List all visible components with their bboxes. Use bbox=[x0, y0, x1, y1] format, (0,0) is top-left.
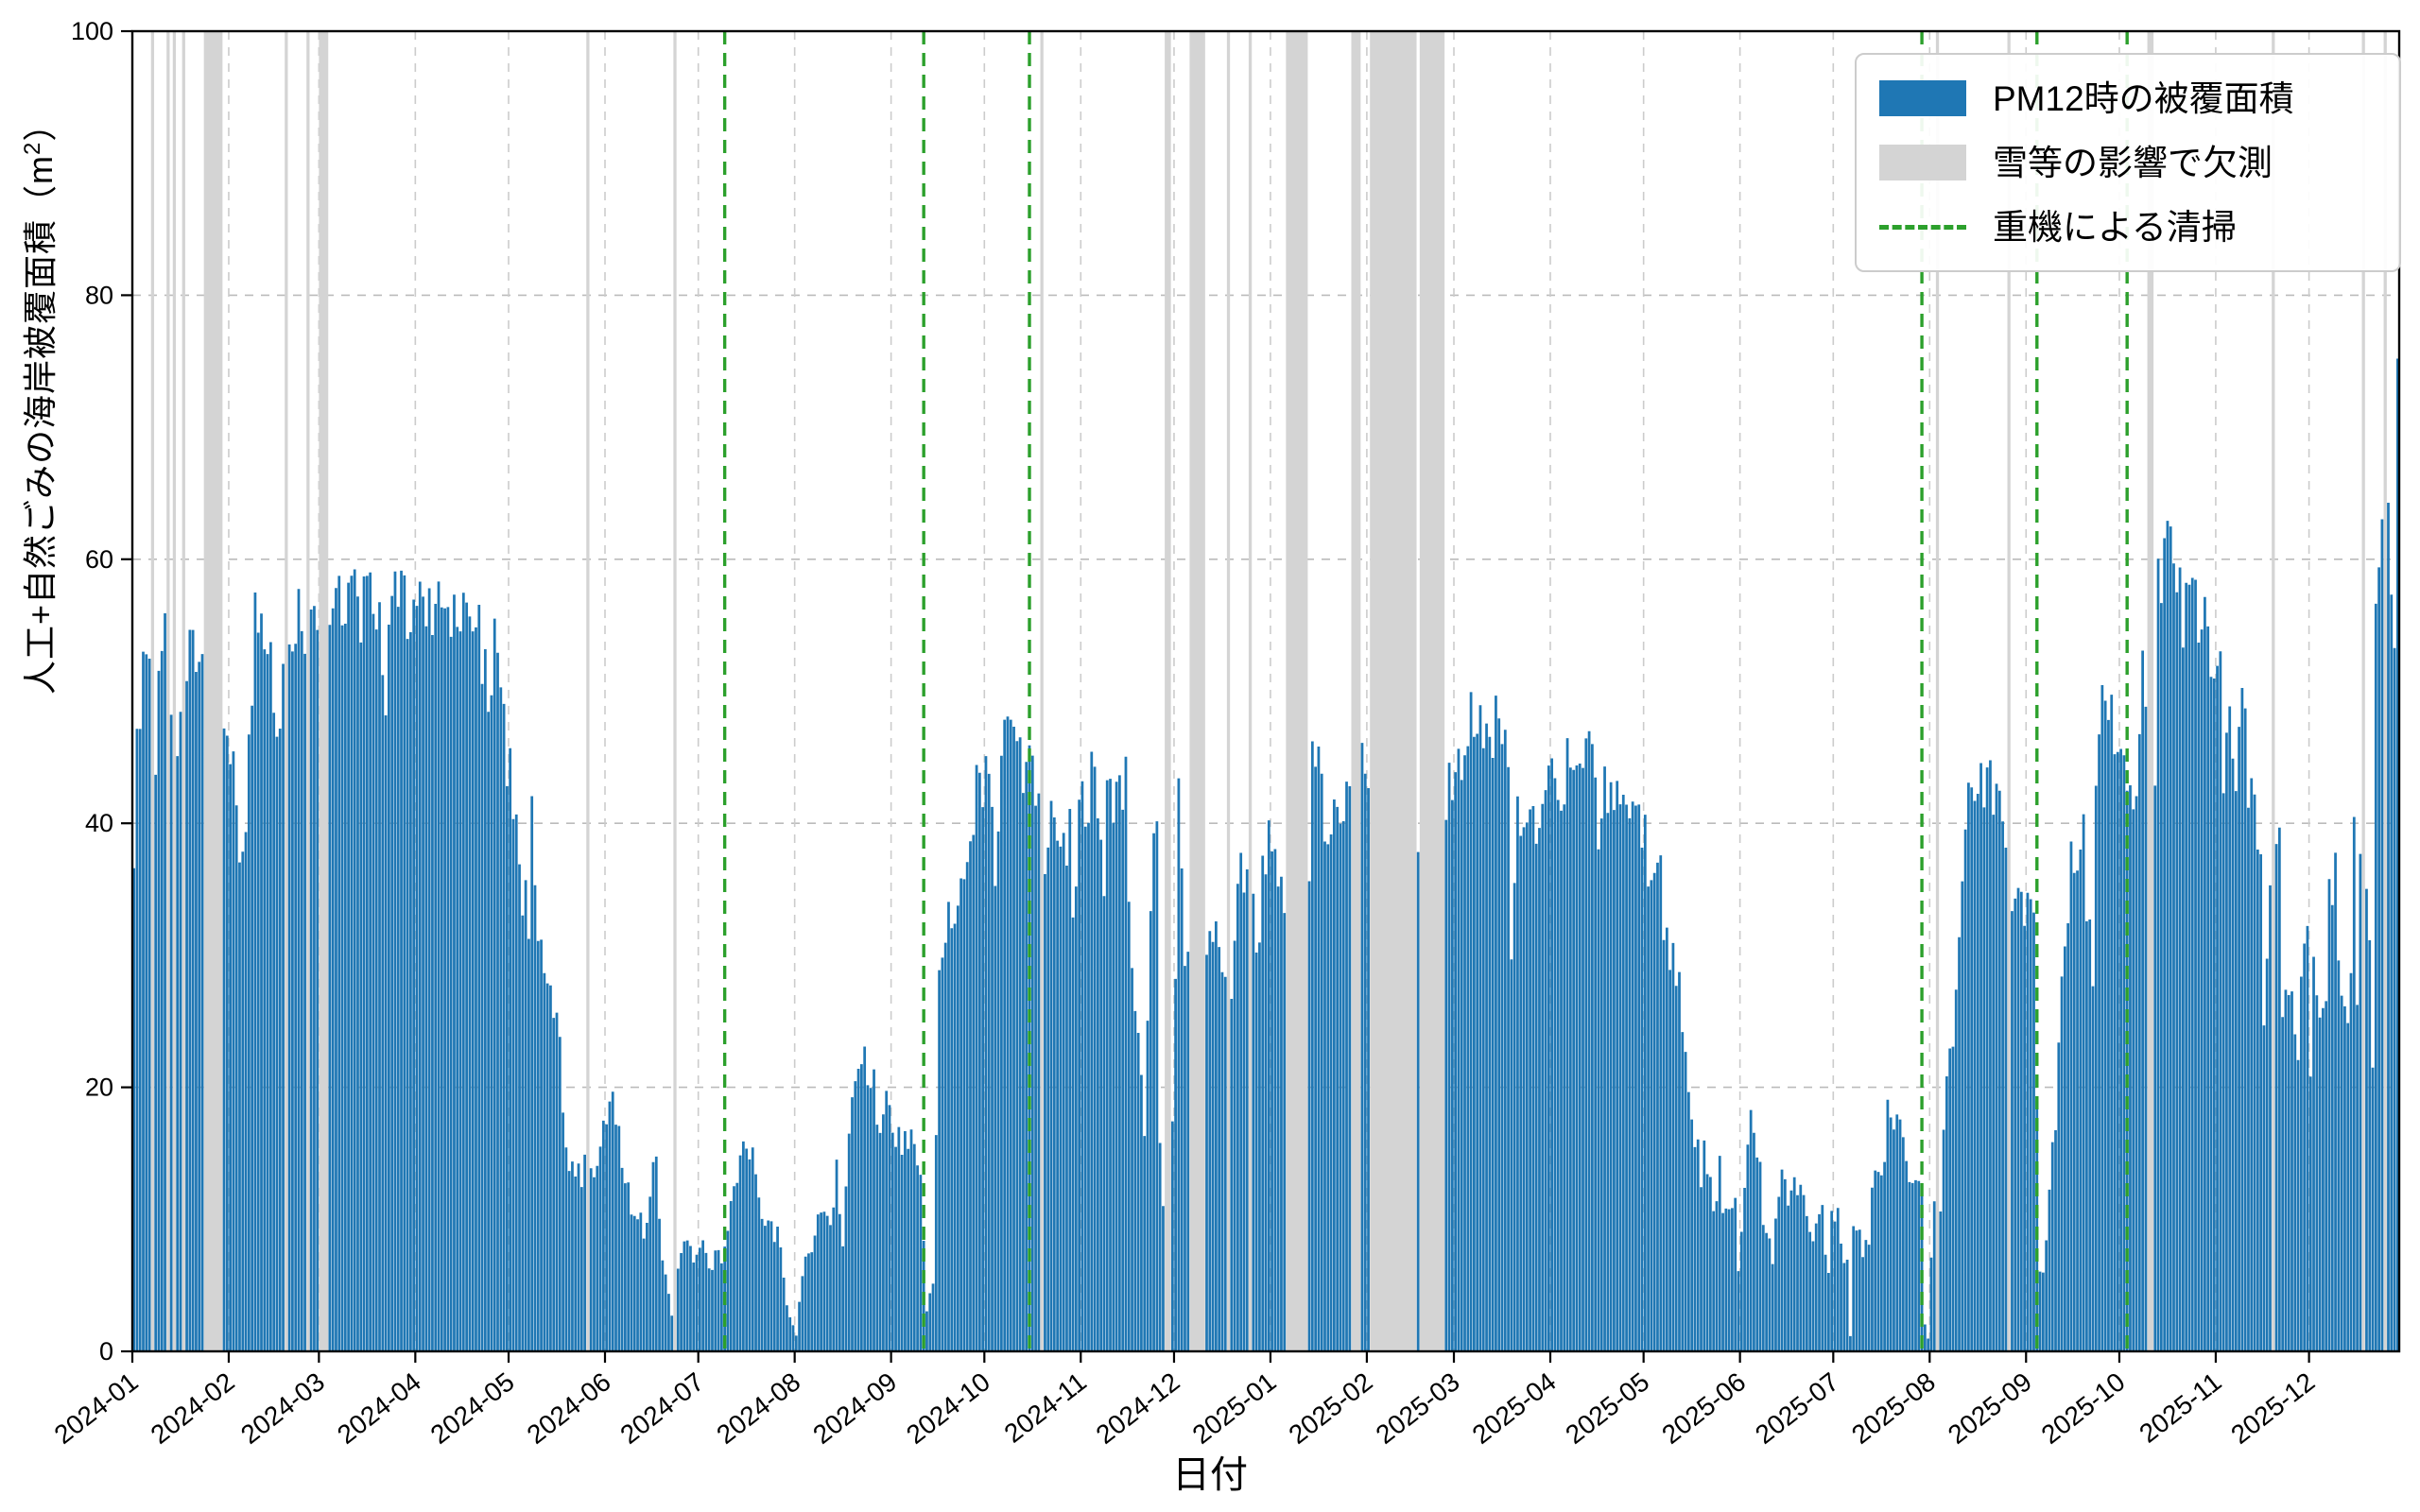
missing-span bbox=[1226, 31, 1231, 1351]
x-tick-label: 2025-06 bbox=[1656, 1366, 1751, 1450]
legend-label-missing: 雪等の影響で欠測 bbox=[1993, 143, 2273, 182]
missing-span bbox=[2383, 31, 2387, 1351]
x-tick-label: 2025-09 bbox=[1943, 1366, 2037, 1450]
x-tick-label: 2024-07 bbox=[614, 1366, 709, 1450]
missing-span bbox=[306, 31, 310, 1351]
x-tick-label: 2024-09 bbox=[807, 1366, 902, 1450]
x-tick-label: 2025-11 bbox=[2134, 1366, 2226, 1448]
legend-label-cleaning: 重機による清掃 bbox=[1993, 207, 2237, 247]
x-tick-label: 2024-11 bbox=[999, 1366, 1092, 1448]
missing-span bbox=[1189, 31, 1205, 1351]
x-tick-label: 2024-12 bbox=[1091, 1366, 1185, 1450]
x-tick-label: 2024-06 bbox=[522, 1366, 616, 1450]
missing-span bbox=[1935, 31, 1940, 1351]
missing-span bbox=[2361, 31, 2365, 1351]
missing-span bbox=[182, 31, 185, 1351]
x-tick-label: 2025-04 bbox=[1467, 1366, 1562, 1450]
x-tick-label: 2025-08 bbox=[1846, 1366, 1941, 1450]
x-tick-label: 2025-07 bbox=[1750, 1366, 1844, 1450]
dashed-line-swatch-icon bbox=[1879, 224, 1966, 230]
x-tick-label: 2024-10 bbox=[901, 1366, 995, 1450]
y-axis-ticks: 0 20 40 60 80 100 bbox=[71, 17, 132, 1366]
y-tick-label: 40 bbox=[85, 809, 113, 837]
missing-swatch-icon bbox=[1879, 145, 1966, 180]
bar-swatch-icon bbox=[1879, 80, 1966, 116]
y-axis-label: 人工+自然ごみの海岸被覆面積（m2） bbox=[20, 106, 60, 695]
missing-span bbox=[1165, 31, 1171, 1351]
legend-item-coverage: PM12時の被覆面積 bbox=[1879, 72, 2377, 125]
missing-span bbox=[285, 31, 288, 1351]
legend: PM12時の被覆面積 雪等の影響で欠測 重機による清掃 bbox=[1855, 53, 2401, 272]
x-tick-label: 2025-03 bbox=[1371, 1366, 1465, 1450]
x-axis-label: 日付 bbox=[1172, 1454, 1248, 1496]
missing-span bbox=[1419, 31, 1445, 1351]
x-tick-label: 2024-01 bbox=[49, 1366, 144, 1450]
x-tick-label: 2025-12 bbox=[2225, 1366, 2320, 1450]
x-tick-label: 2024-02 bbox=[146, 1366, 240, 1450]
x-tick-label: 2024-05 bbox=[425, 1366, 520, 1450]
missing-span bbox=[1370, 31, 1417, 1351]
coverage-bars-series bbox=[132, 358, 2399, 1351]
missing-span bbox=[203, 31, 223, 1351]
x-tick-label: 2025-10 bbox=[2036, 1366, 2131, 1450]
missing-span bbox=[2007, 31, 2011, 1351]
missing-span bbox=[586, 31, 590, 1351]
y-tick-label: 80 bbox=[85, 281, 113, 309]
missing-data-spans bbox=[150, 31, 2387, 1351]
missing-span bbox=[172, 31, 177, 1351]
legend-item-missing: 雪等の影響で欠測 bbox=[1879, 136, 2377, 189]
y-tick-label: 60 bbox=[85, 545, 113, 574]
missing-span bbox=[2272, 31, 2275, 1351]
missing-span bbox=[1040, 31, 1044, 1351]
y-tick-label: 100 bbox=[71, 17, 113, 45]
missing-span bbox=[166, 31, 170, 1351]
missing-span bbox=[319, 31, 329, 1351]
missing-span bbox=[150, 31, 155, 1351]
y-tick-label: 0 bbox=[99, 1337, 113, 1366]
missing-span bbox=[1286, 31, 1308, 1351]
plot-frame bbox=[130, 29, 2401, 1353]
x-tick-label: 2025-02 bbox=[1284, 1366, 1378, 1450]
x-tick-label: 2025-01 bbox=[1187, 1366, 1282, 1450]
daily-coverage-bars bbox=[132, 358, 2399, 1351]
x-tick-label: 2025-05 bbox=[1560, 1366, 1654, 1450]
legend-label-coverage: PM12時の被覆面積 bbox=[1993, 78, 2294, 118]
missing-span bbox=[2147, 31, 2154, 1351]
x-tick-label: 2024-04 bbox=[332, 1366, 426, 1450]
legend-item-cleaning: 重機による清掃 bbox=[1879, 200, 2377, 253]
missing-span bbox=[673, 31, 677, 1351]
missing-span bbox=[1351, 31, 1361, 1351]
missing-span bbox=[1248, 31, 1253, 1351]
x-tick-label: 2024-03 bbox=[235, 1366, 330, 1450]
x-tick-label: 2024-08 bbox=[711, 1366, 805, 1450]
y-tick-label: 20 bbox=[85, 1074, 113, 1102]
